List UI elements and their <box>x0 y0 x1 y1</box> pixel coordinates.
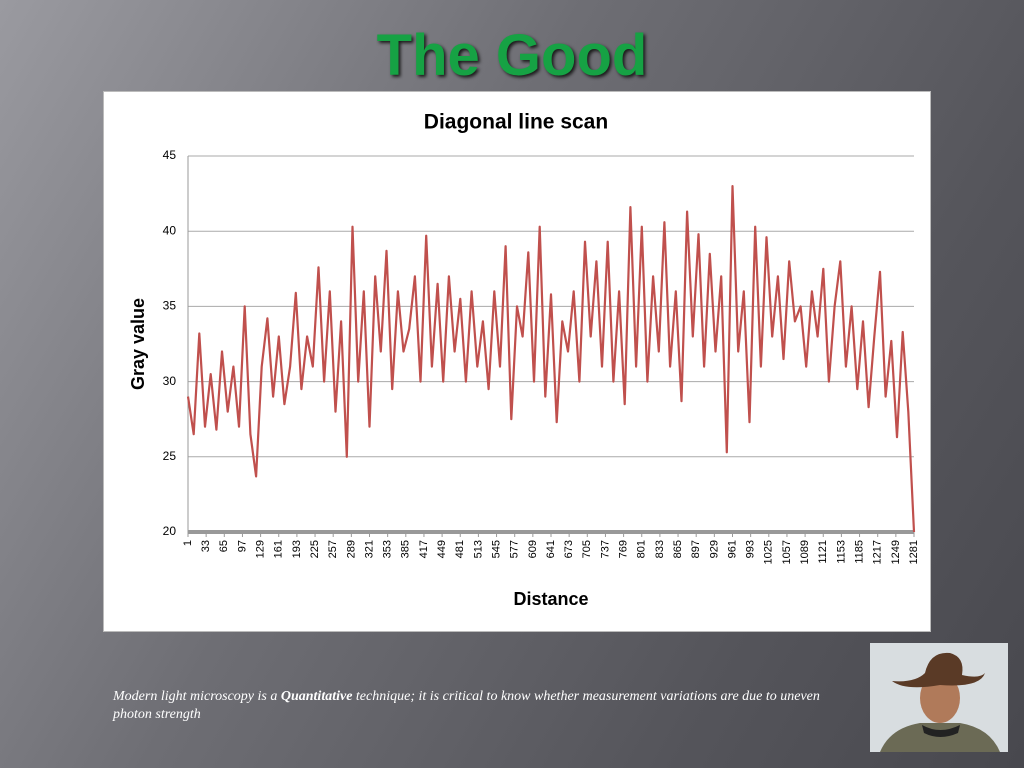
photo <box>870 643 1008 752</box>
y-tick-label: 45 <box>163 148 177 162</box>
chart-title: Diagonal line scan <box>424 111 608 134</box>
x-tick-label: 1089 <box>799 540 811 564</box>
x-tick-label: 513 <box>472 540 484 558</box>
chart: Diagonal line scan Distance Gray value 2… <box>128 111 920 609</box>
x-tick-label: 577 <box>509 540 521 558</box>
x-tick-label: 961 <box>726 540 738 558</box>
data-line <box>186 185 916 533</box>
x-tick-label: 929 <box>708 540 720 558</box>
x-tick-label: 1025 <box>763 540 775 564</box>
y-axis-label: Gray value <box>128 298 148 390</box>
y-tick-label: 40 <box>163 223 177 237</box>
x-tick-label: 1 <box>182 540 194 546</box>
x-tick-label: 353 <box>382 540 394 558</box>
x-tick-label: 33 <box>200 540 212 552</box>
x-tick-label: 673 <box>563 540 575 558</box>
photo-hat <box>892 652 985 688</box>
slide-title: The Good <box>376 23 648 88</box>
x-tick-label: 737 <box>599 540 611 558</box>
x-tick-label: 289 <box>345 540 357 558</box>
x-tick-label: 1121 <box>817 540 829 564</box>
x-tick-label: 417 <box>418 540 430 558</box>
x-tick-label: 161 <box>273 540 285 558</box>
x-tick-label: 321 <box>363 540 375 558</box>
y-tick-label: 25 <box>163 449 177 463</box>
x-tick-label: 801 <box>636 540 648 558</box>
x-tick-label: 993 <box>745 540 757 558</box>
x-tick-label: 865 <box>672 540 684 558</box>
x-tick-label: 1217 <box>872 540 884 564</box>
caption-text: Modern light microscopy is a <box>113 689 281 704</box>
x-tick-label: 193 <box>291 540 303 558</box>
caption-emphasis: Quantitative <box>280 689 353 704</box>
x-axis-label: Distance <box>513 589 588 609</box>
x-tick-label: 385 <box>400 540 412 558</box>
x-tick-label: 225 <box>309 540 321 558</box>
x-tick-label: 65 <box>218 540 230 552</box>
x-tick-label: 897 <box>690 540 702 558</box>
x-tick-label: 1153 <box>835 540 847 564</box>
caption: Modern light microscopy is a Quantitativ… <box>113 688 853 724</box>
photo-scarf <box>922 725 960 737</box>
caption-text: technique; it is critical to know whethe… <box>113 689 820 722</box>
x-tick-label: 481 <box>454 540 466 558</box>
y-tick-label: 35 <box>163 299 177 313</box>
x-tick-label: 609 <box>527 540 539 558</box>
y-tick-label: 20 <box>163 524 177 538</box>
photo-shoulders <box>880 723 1000 752</box>
chart-panel: Diagonal line scan Distance Gray value 2… <box>103 91 931 632</box>
x-tick-label: 97 <box>236 540 248 552</box>
x-tick-label: 129 <box>255 540 267 558</box>
x-tick-label: 1249 <box>890 540 902 564</box>
x-tick-label: 705 <box>581 540 593 558</box>
x-tick-label: 833 <box>654 540 666 558</box>
x-tick-label: 449 <box>436 540 448 558</box>
x-tick-label: 1185 <box>853 540 865 564</box>
x-tick-label: 1057 <box>781 540 793 564</box>
x-tick-label: 545 <box>490 540 502 558</box>
y-tick-label: 30 <box>163 374 177 388</box>
x-tick-label: 769 <box>618 540 630 558</box>
x-tick-label: 641 <box>545 540 557 558</box>
x-tick-label: 1281 <box>908 540 920 564</box>
x-tick-label: 257 <box>327 540 339 558</box>
